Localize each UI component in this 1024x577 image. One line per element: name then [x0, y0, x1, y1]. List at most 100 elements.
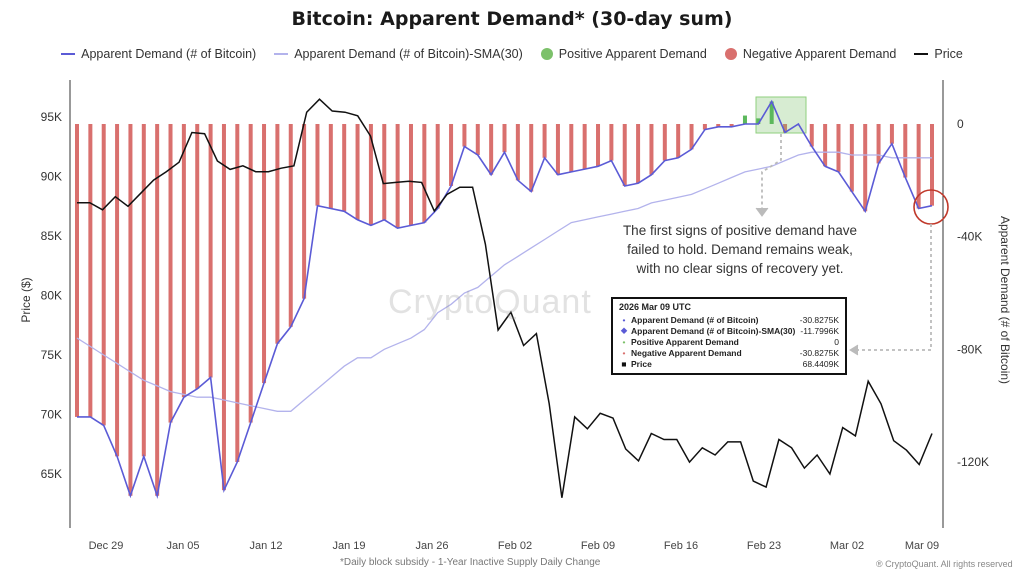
x-tick-label: Jan 05 — [166, 540, 199, 552]
negative-demand-bar — [849, 124, 854, 192]
left-tick-label: 75K — [41, 348, 62, 362]
tooltip-value: -30.8275K — [799, 314, 839, 325]
negative-demand-bar — [475, 124, 480, 155]
sma-line — [76, 151, 932, 412]
right-tick-label: 0 — [957, 117, 964, 131]
tooltip-row: • Positive Apparent Demand 0 — [619, 336, 840, 347]
tooltip-row: • Negative Apparent Demand -30.8275K — [619, 347, 840, 358]
negative-demand-bar — [101, 124, 106, 426]
negative-demand-bar — [582, 124, 587, 170]
annotation-line: with no clear signs of recovery yet. — [636, 261, 844, 276]
negative-demand-bar — [368, 124, 373, 226]
price-line — [77, 98, 933, 498]
left-tick-label: 90K — [41, 170, 62, 184]
x-tick-label: Mar 09 — [905, 540, 939, 552]
legend-swatch-positive — [540, 48, 553, 60]
negative-demand-bar — [542, 124, 547, 158]
negative-demand-bar — [649, 124, 654, 175]
tooltip-value: -11.7996K — [800, 325, 839, 336]
negative-demand-bar — [128, 124, 133, 496]
x-tick-label: Feb 09 — [581, 540, 615, 552]
tooltip-row: ■ Price 68.4409K — [619, 358, 839, 369]
negative-demand-bar — [555, 124, 560, 175]
tooltip-label: Negative Apparent Demand — [631, 347, 742, 358]
negative-demand-bar — [155, 124, 160, 496]
negative-demand-bar — [449, 124, 454, 186]
negative-demand-bar — [382, 124, 387, 220]
negative-demand-bar — [181, 124, 186, 398]
negative-demand-bar — [422, 124, 427, 223]
tooltip-date: 2026 Mar 09 UTC — [619, 302, 692, 312]
x-tick-label: Feb 02 — [498, 540, 532, 552]
negative-demand-bar — [208, 124, 213, 378]
x-tick-label: Feb 23 — [747, 540, 781, 552]
negative-demand-bar — [916, 124, 921, 209]
legend-swatch-sma — [274, 53, 289, 55]
left-tick-label: 85K — [41, 229, 62, 243]
negative-demand-bar — [75, 124, 79, 417]
negative-demand-bar — [702, 124, 707, 130]
legend: Apparent Demand (# of Bitcoin) Apparent … — [0, 47, 1024, 61]
x-tick-label: Mar 02 — [830, 540, 864, 552]
right-tick-label: -80K — [957, 342, 982, 356]
negative-demand-bar — [863, 124, 868, 212]
left-tick-label: 80K — [41, 289, 62, 303]
negative-demand-bar — [462, 124, 467, 147]
tooltip-marker: • — [622, 347, 626, 358]
negative-demand-bar — [716, 124, 721, 127]
negative-demand-bar — [302, 124, 307, 299]
tooltip: 2026 Mar 09 UTC • Apparent Demand (# of … — [611, 297, 847, 375]
negative-demand-bar — [408, 124, 413, 226]
right-tick-label: -120K — [957, 455, 989, 469]
left-tick-label: 70K — [41, 408, 62, 422]
negative-demand-bar — [262, 124, 267, 384]
negative-demand-bar — [355, 124, 360, 220]
tooltip-marker: ■ — [621, 358, 627, 369]
legend-item-price[interactable]: Price — [914, 47, 963, 61]
positive-demand-bar — [756, 118, 761, 124]
negative-demand-bar — [609, 124, 614, 161]
tooltip-value: -30.8275K — [799, 347, 839, 358]
negative-demand-bar — [676, 124, 681, 158]
legend-item-negative[interactable]: Negative Apparent Demand — [724, 47, 896, 61]
positive-demand-bar — [742, 115, 747, 124]
negative-demand-bar — [395, 124, 400, 229]
annotation-connector — [761, 134, 782, 212]
legend-item-sma[interactable]: Apparent Demand (# of Bitcoin)-SMA(30) — [274, 47, 523, 61]
negative-demand-bar — [569, 124, 574, 172]
right-tick-label: -40K — [957, 230, 982, 244]
tooltip-label: Apparent Demand (# of Bitcoin) — [631, 314, 759, 325]
negative-demand-bar — [836, 124, 841, 172]
negative-demand-bar — [823, 124, 828, 167]
annotation-line: failed to hold. Demand remains weak, — [627, 242, 853, 257]
negative-demand-bar — [662, 124, 667, 161]
tooltip-marker: • — [622, 314, 626, 325]
negative-demand-bar — [502, 124, 507, 153]
negative-demand-bar — [515, 124, 520, 181]
negative-demand-bar — [596, 124, 601, 167]
legend-swatch-price — [914, 53, 929, 55]
legend-label-sma: Apparent Demand (# of Bitcoin)-SMA(30) — [294, 47, 523, 61]
negative-demand-bar — [115, 124, 120, 457]
negative-demand-bar — [328, 124, 333, 209]
negative-demand-bar — [235, 124, 240, 462]
negative-demand-bar — [195, 124, 200, 389]
tooltip-connector — [852, 224, 932, 351]
negative-demand-bar — [876, 124, 881, 164]
apparent-demand-line — [77, 99, 933, 499]
annotation-line: The first signs of positive demand have — [622, 223, 858, 238]
right-axis-title: Apparent Demand (# of Bitcoin) — [998, 216, 1012, 384]
negative-demand-bar — [248, 124, 253, 423]
legend-label-price: Price — [934, 47, 963, 61]
left-axis-title: Price ($) — [19, 277, 33, 322]
tooltip-label: Price — [631, 358, 652, 369]
negative-demand-bar — [903, 124, 908, 178]
negative-demand-bar — [729, 124, 734, 127]
watermark: CryptoQuant — [388, 283, 592, 321]
legend-item-apparent-demand[interactable]: Apparent Demand (# of Bitcoin) — [61, 47, 256, 61]
negative-demand-bar — [689, 124, 694, 150]
tooltip-label: Positive Apparent Demand — [631, 336, 739, 347]
tooltip-row: ◆ Apparent Demand (# of Bitcoin)-SMA(30)… — [619, 325, 839, 336]
legend-item-positive[interactable]: Positive Apparent Demand — [540, 47, 707, 61]
